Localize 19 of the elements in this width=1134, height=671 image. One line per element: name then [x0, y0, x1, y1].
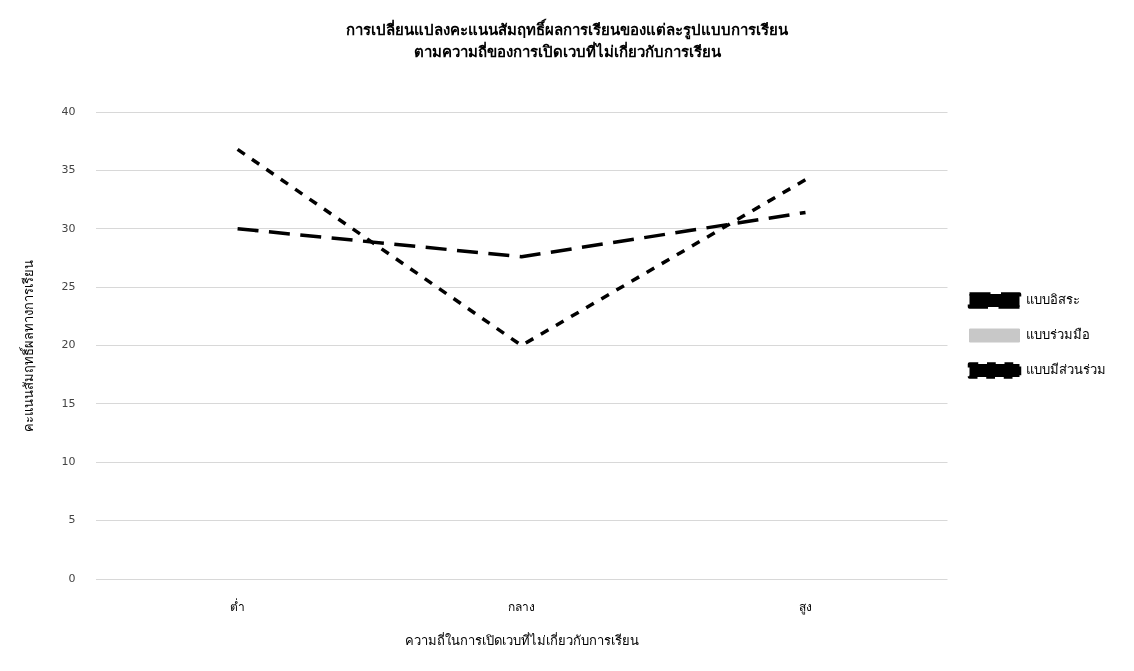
legend-label: แบบอิสระ — [1026, 291, 1080, 307]
y-axis-title: คะแนนสัมฤทธิ์ผลทางการเรียน — [19, 259, 37, 432]
y-tick-label: 25 — [61, 279, 76, 293]
x-tick-label: กลาง — [508, 600, 536, 615]
x-axis-title: ความถี่ในการเปิดเวบที่ไม่เกี่ยวกับการเรียน — [404, 631, 639, 648]
y-tick-label: 35 — [61, 163, 76, 177]
x-tick-label: สูง — [799, 600, 813, 616]
y-tick-label: 40 — [61, 104, 76, 118]
legend-label: แบบมีส่วนร่วม — [1026, 361, 1106, 377]
y-tick-label: 15 — [61, 396, 76, 410]
x-tick-label: ต่ำ — [230, 598, 246, 615]
y-tick-label: 5 — [68, 513, 76, 527]
y-tick-label: 10 — [61, 455, 76, 469]
y-tick-label: 0 — [68, 571, 76, 585]
y-tick-label: 20 — [61, 338, 76, 352]
chart-subtitle: ตามความถี่ของการเปิดเวบที่ไม่เกี่ยวกับการเรียน — [413, 40, 722, 61]
legend-label: แบบร่วมมือ — [1026, 326, 1090, 342]
y-tick-label: 30 — [61, 221, 76, 235]
chart-title: การเปลี่ยนแปลงคะแนนสัมฤทธิ์ผลการเรียนของแต่ละรูปแบบการเรียน — [346, 17, 789, 40]
